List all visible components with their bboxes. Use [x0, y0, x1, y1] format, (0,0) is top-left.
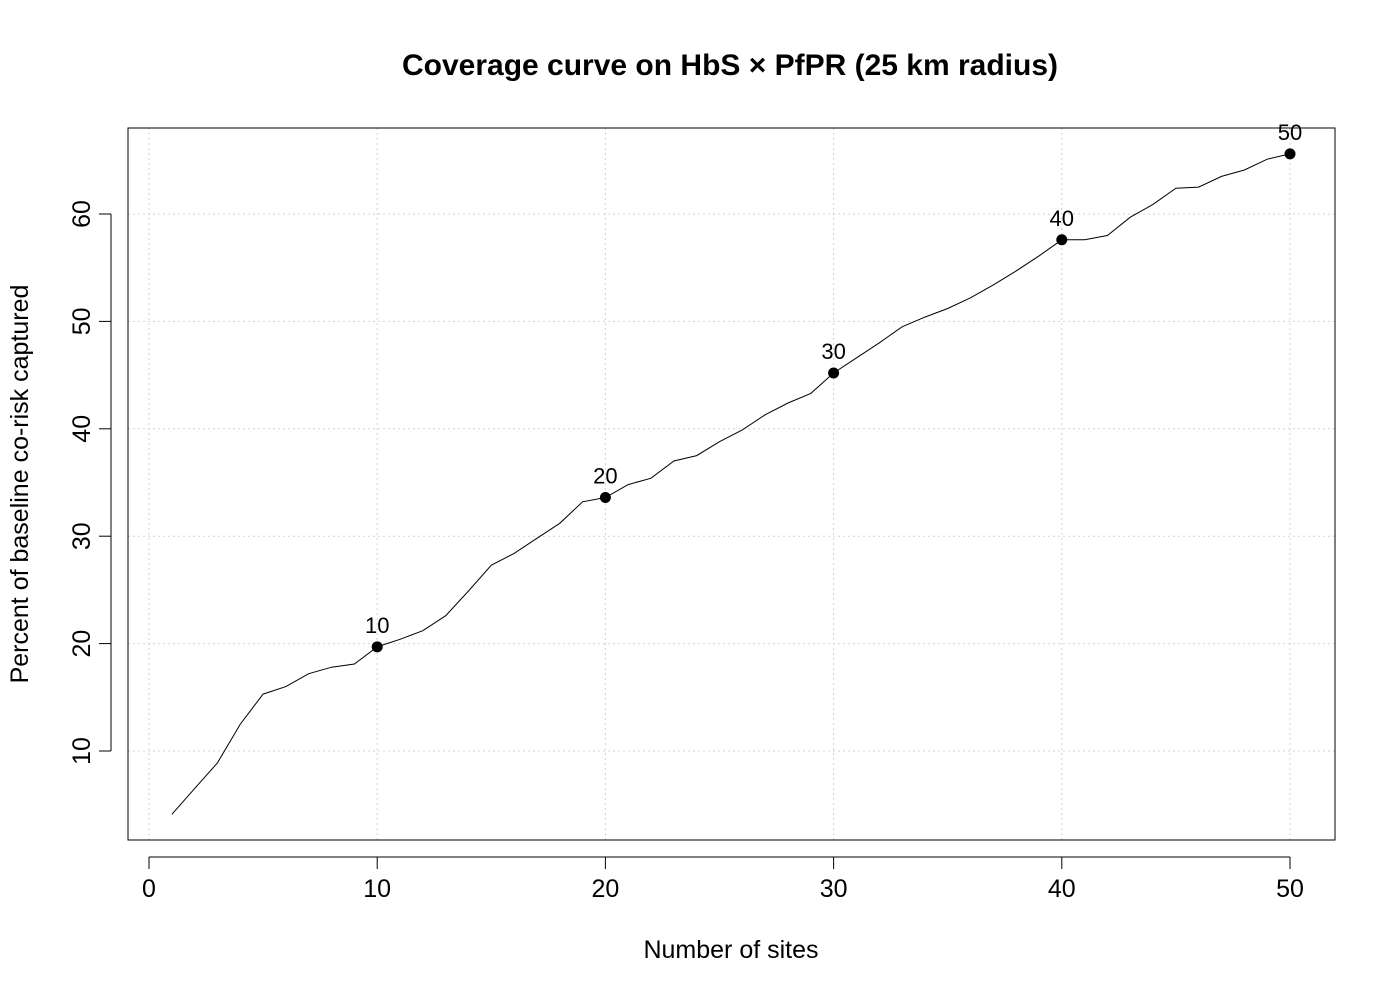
y-tick-label: 10	[68, 737, 96, 765]
x-tick-label: 0	[142, 875, 156, 903]
highlight-point	[1284, 148, 1296, 160]
x-tick-label: 20	[591, 875, 619, 903]
y-tick-label: 40	[68, 415, 96, 443]
x-tick-label: 40	[1048, 875, 1076, 903]
point-label: 50	[1278, 120, 1302, 145]
highlight-point	[371, 641, 383, 653]
y-tick-label: 30	[68, 522, 96, 550]
highlighted-points: 10 20 30 40 50	[365, 120, 1302, 653]
grid	[128, 128, 1335, 840]
highlight-point	[828, 367, 840, 379]
highlight-point	[1056, 234, 1068, 246]
plot-frame	[127, 127, 1336, 841]
x-tick-label: 10	[363, 875, 391, 903]
point-label: 40	[1050, 206, 1074, 231]
point-label: 30	[821, 339, 845, 364]
y-axis-label: Percent of baseline co-risk captured	[6, 285, 34, 684]
coverage-series-line	[171, 153, 1291, 815]
highlight-point	[599, 492, 611, 504]
chart-title: Coverage curve on HbS × PfPR (25 km radi…	[402, 49, 1058, 82]
y-tick-label: 50	[68, 307, 96, 335]
x-axis-label: Number of sites	[643, 936, 818, 964]
x-axis: 0 10 20 30 40 50	[142, 856, 1304, 903]
y-tick-label: 20	[68, 630, 96, 658]
x-tick-label: 30	[820, 875, 848, 903]
x-tick-label: 50	[1276, 875, 1304, 903]
y-tick-label: 60	[68, 200, 96, 228]
point-label: 10	[365, 613, 389, 638]
point-label: 20	[593, 464, 617, 489]
y-axis: 10 20 30 40 50 60	[68, 200, 112, 765]
